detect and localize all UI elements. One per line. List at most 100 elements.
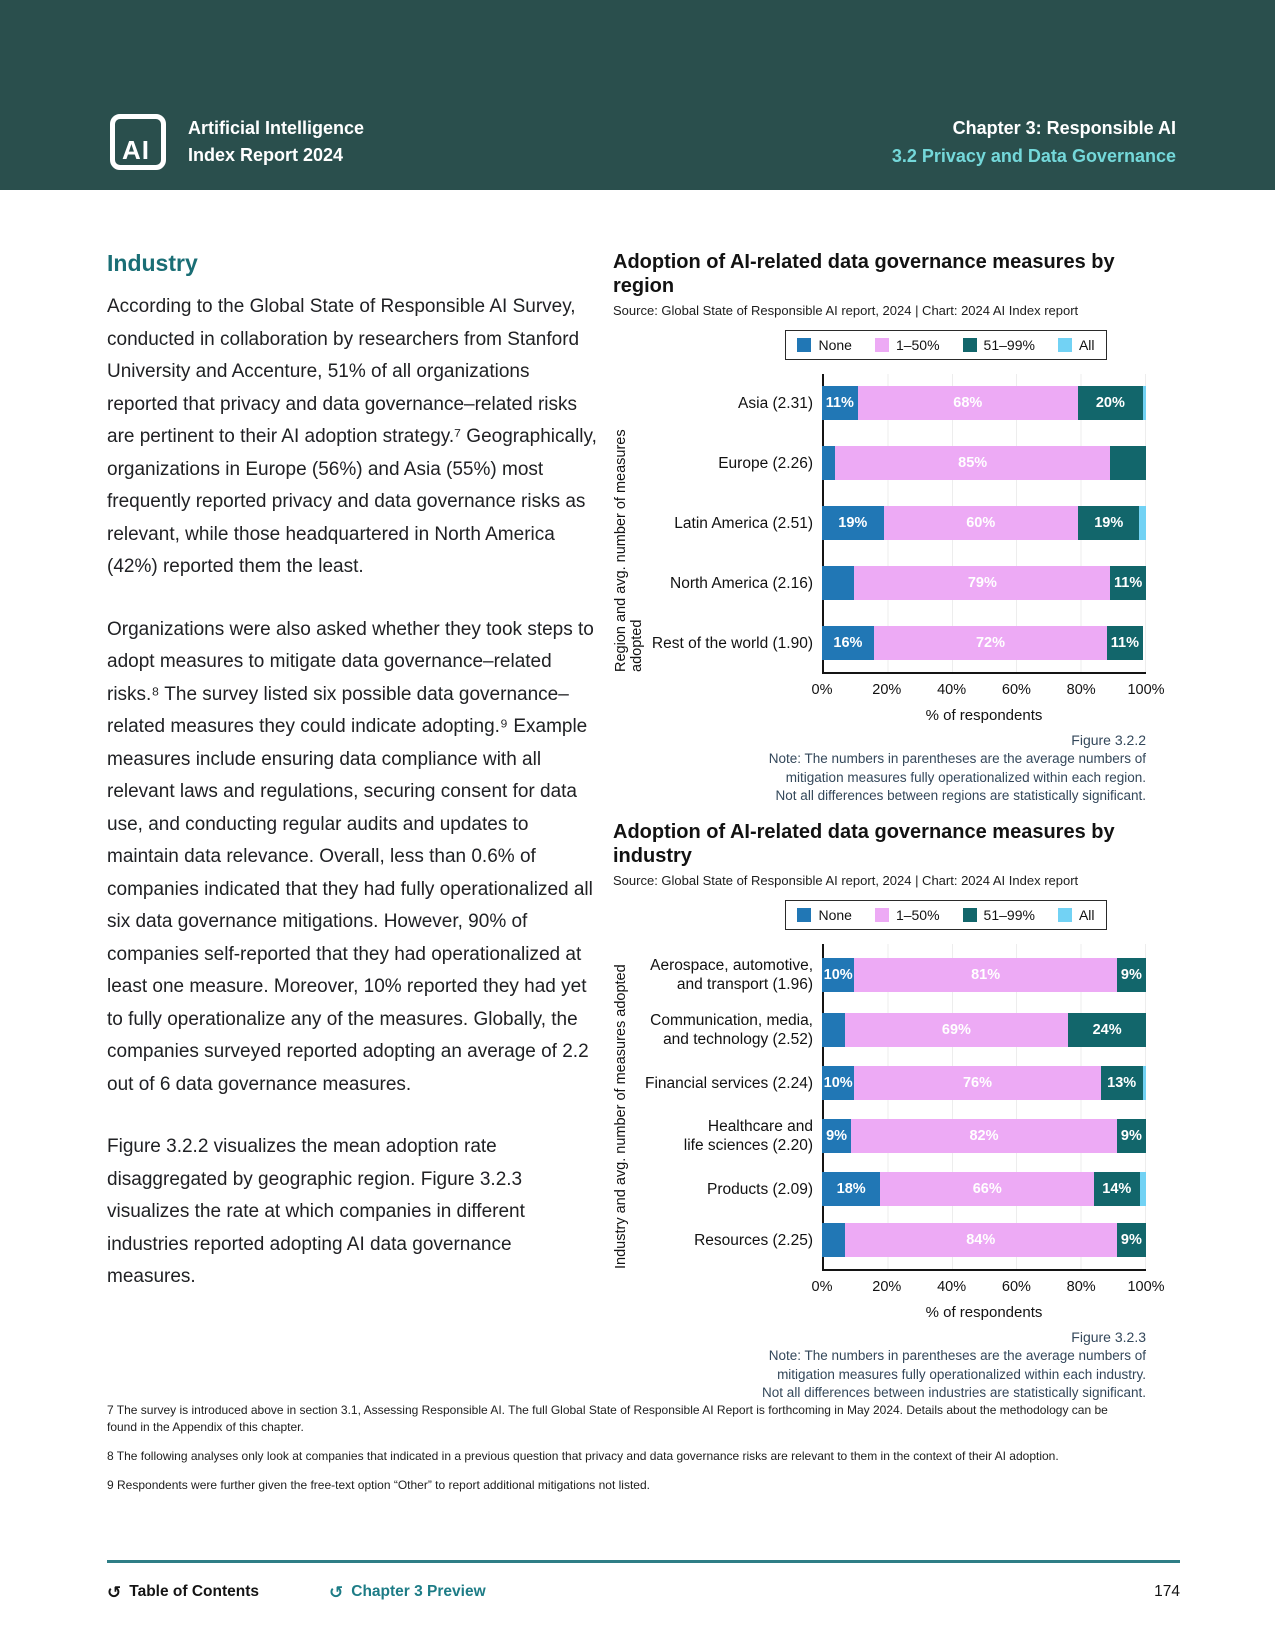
bar-track: 10% 76% 13%	[822, 1066, 1146, 1100]
bar-category-label: Rest of the world (1.90)	[651, 634, 813, 652]
bar-track: 9% 82% 9%	[822, 1119, 1146, 1153]
bar-segment-low: 60%	[883, 506, 1078, 540]
x-axis-label: % of respondents	[925, 707, 1043, 724]
chart-source: Source: Global State of Responsible AI r…	[613, 873, 1079, 888]
bar-segment-none: 10%	[822, 1066, 855, 1100]
all-swatch	[1057, 908, 1072, 922]
bar-segment-low: 68%	[857, 386, 1078, 420]
return-icon: ↺	[329, 1582, 344, 1602]
article-heading: Industry	[107, 250, 198, 276]
header-banner: AI Artificial Intelligence Index Report …	[0, 0, 1275, 190]
x-tick: 20%	[872, 1279, 902, 1295]
bars: Asia (2.31) 11% 68% 20% Europe (2.26) 85% Lati…	[613, 386, 1146, 660]
chapter-preview-link[interactable]: ↺ Chapter 3 Preview	[329, 1583, 486, 1601]
bar-segment-none: 11%	[822, 386, 858, 420]
bar-row: Latin America (2.51) 19% 60% 19%	[613, 506, 1146, 540]
legend-label: None	[818, 337, 852, 353]
plot-wrap: Region and avg. number of measures adopt…	[613, 374, 1146, 674]
bar-segment-low: 72%	[873, 626, 1108, 660]
bar-segment-high: 11%	[1107, 626, 1143, 660]
bar-segment-high	[1110, 446, 1146, 480]
x-axis-ticks: 0% 20% 40% 60% 80% 100%	[812, 682, 1165, 700]
bar-segment-low: 81%	[854, 958, 1117, 992]
x-tick: 60%	[1001, 682, 1031, 698]
bar-segment-high: 20%	[1077, 386, 1143, 420]
chart-note: Note: The numbers in parentheses are the…	[768, 751, 1146, 803]
brand-line2: Index Report 2024	[188, 145, 344, 165]
low-swatch	[874, 338, 889, 352]
bar-track: 85%	[822, 446, 1146, 480]
bar-segment-low: 85%	[834, 446, 1111, 480]
bar-segment-all	[1139, 506, 1146, 540]
bar-category-label: Resources (2.25)	[694, 1231, 813, 1249]
bar-category-label: Products (2.09)	[707, 1180, 813, 1198]
bar-row: North America (2.16) 79% 11%	[613, 566, 1146, 600]
bar-segment-high: 11%	[1110, 566, 1146, 600]
x-tick: 80%	[1066, 682, 1096, 698]
x-axis-ticks: 0% 20% 40% 60% 80% 100%	[812, 1279, 1165, 1297]
bar-segment-low: 79%	[854, 566, 1111, 600]
x-tick: 20%	[872, 682, 902, 698]
chart-note: Note: The numbers in parentheses are the…	[762, 1348, 1146, 1400]
bar-segment-none: 9%	[822, 1119, 852, 1153]
table-of-contents-link[interactable]: ↺ Table of Contents	[107, 1583, 259, 1601]
bar-segment-low: 66%	[880, 1172, 1095, 1206]
figure-label: Figure 3.2.2	[1071, 732, 1146, 748]
none-swatch	[797, 908, 812, 922]
x-tick: 0%	[811, 682, 833, 698]
chart-title: Adoption of AI-related data governance m…	[613, 821, 1115, 867]
legend-item-high: 51–99%	[962, 907, 1035, 923]
bar-segment-high: 14%	[1094, 1172, 1140, 1206]
bar-category-label: Asia (2.31)	[738, 394, 813, 412]
bar-track: 18% 66% 14%	[822, 1172, 1146, 1206]
bar-category-label: Aerospace, automotive, and transport (1.…	[650, 957, 813, 993]
paragraph-1: According to the Global State of Respons…	[107, 296, 597, 577]
bar-segment-low: 82%	[851, 1119, 1117, 1153]
chart-source: Source: Global State of Responsible AI r…	[613, 303, 1079, 318]
bar-segment-all	[1139, 1172, 1146, 1206]
bar-row: Resources (2.25) 84% 9%	[613, 1223, 1146, 1257]
bar-category-label: Latin America (2.51)	[674, 514, 813, 532]
bars: Aerospace, automotive, and transport (1.…	[613, 956, 1146, 1257]
bar-track: 11% 68% 20%	[822, 386, 1146, 420]
bar-track: 69% 24%	[822, 1013, 1146, 1047]
legend-item-all: All	[1057, 907, 1095, 923]
bar-track: 19% 60% 19%	[822, 506, 1146, 540]
x-tick: 100%	[1127, 682, 1165, 698]
bar-segment-high: 9%	[1116, 1223, 1146, 1257]
toc-label: Table of Contents	[129, 1583, 259, 1600]
legend-label: All	[1078, 907, 1095, 923]
legend-label: 1–50%	[895, 907, 940, 923]
return-icon: ↺	[107, 1582, 122, 1602]
legend-label: 51–99%	[983, 907, 1035, 923]
paragraph-3: Figure 3.2.2 visualizes the mean adoptio…	[107, 1136, 525, 1287]
legend-item-all: All	[1057, 337, 1095, 353]
footnote-9: 9 Respondents were further given the fre…	[107, 1478, 650, 1492]
bar-segment-all	[1142, 386, 1146, 420]
bar-segment-low: 69%	[844, 1013, 1069, 1047]
all-swatch	[1057, 338, 1072, 352]
x-tick: 100%	[1127, 1279, 1165, 1295]
bar-row: Europe (2.26) 85%	[613, 446, 1146, 480]
article-column: Industry According to the Global State o…	[107, 250, 599, 1324]
gridlines	[824, 944, 1146, 1269]
bar-category-label: Financial services (2.24)	[645, 1074, 813, 1092]
chart-title: Adoption of AI-related data governance m…	[613, 251, 1115, 297]
plot-area: Aerospace, automotive, and transport (1.…	[613, 944, 1146, 1271]
footer-rule	[107, 1560, 1180, 1563]
bar-segment-none: 19%	[822, 506, 884, 540]
legend-item-none: None	[797, 907, 852, 923]
chapter-title: Chapter 3: Responsible AI	[952, 118, 1176, 138]
bar-category-label: Europe (2.26)	[718, 454, 813, 472]
bar-category-label: Healthcare and life sciences (2.20)	[683, 1118, 813, 1154]
legend-item-high: 51–99%	[962, 337, 1035, 353]
logo-text: AI	[122, 135, 150, 165]
chart-legend: None 1–50% 51–99% All	[785, 900, 1107, 930]
x-tick: 40%	[937, 682, 967, 698]
bar-track: 10% 81% 9%	[822, 958, 1146, 992]
footnote-7: 7 The survey is introduced above in sect…	[107, 1403, 1108, 1434]
bar-row: Rest of the world (1.90) 16% 72% 11%	[613, 626, 1146, 660]
bar-segment-high: 24%	[1068, 1013, 1146, 1047]
brand-line1: Artificial Intelligence	[188, 118, 365, 138]
